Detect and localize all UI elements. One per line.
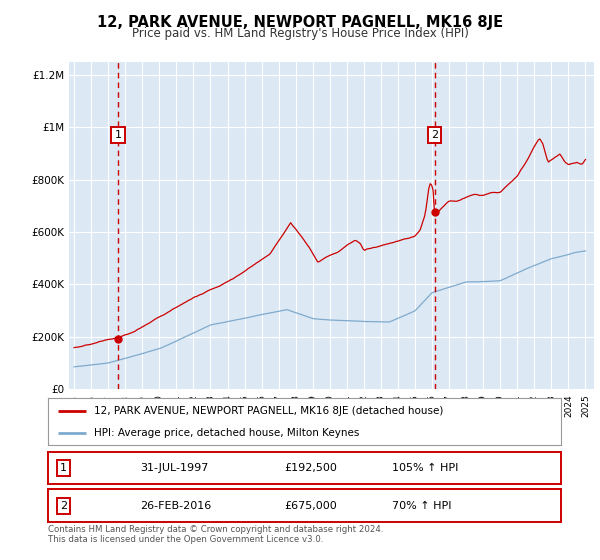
Text: £675,000: £675,000	[284, 501, 337, 511]
Text: 26-FEB-2016: 26-FEB-2016	[140, 501, 212, 511]
Text: 1: 1	[60, 463, 67, 473]
Text: 12, PARK AVENUE, NEWPORT PAGNELL, MK16 8JE: 12, PARK AVENUE, NEWPORT PAGNELL, MK16 8…	[97, 15, 503, 30]
Text: 70% ↑ HPI: 70% ↑ HPI	[392, 501, 451, 511]
Text: 31-JUL-1997: 31-JUL-1997	[140, 463, 209, 473]
Text: This data is licensed under the Open Government Licence v3.0.: This data is licensed under the Open Gov…	[48, 535, 323, 544]
Text: 105% ↑ HPI: 105% ↑ HPI	[392, 463, 458, 473]
Text: 12, PARK AVENUE, NEWPORT PAGNELL, MK16 8JE (detached house): 12, PARK AVENUE, NEWPORT PAGNELL, MK16 8…	[94, 406, 443, 416]
Text: HPI: Average price, detached house, Milton Keynes: HPI: Average price, detached house, Milt…	[94, 428, 359, 438]
Text: Contains HM Land Registry data © Crown copyright and database right 2024.: Contains HM Land Registry data © Crown c…	[48, 525, 383, 534]
Text: 2: 2	[60, 501, 67, 511]
Text: 1: 1	[115, 130, 122, 140]
Text: Price paid vs. HM Land Registry's House Price Index (HPI): Price paid vs. HM Land Registry's House …	[131, 27, 469, 40]
Text: 2: 2	[431, 130, 438, 140]
Text: £192,500: £192,500	[284, 463, 337, 473]
